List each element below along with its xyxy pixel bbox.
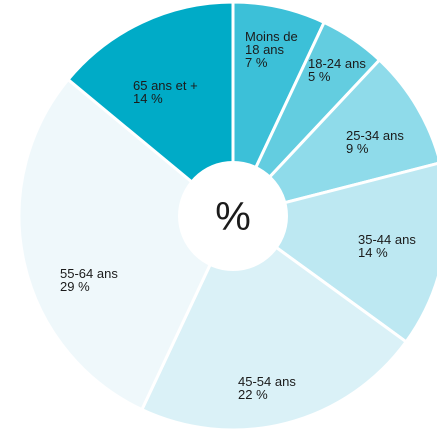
slice-label: 25-34 ans 9 % <box>346 128 404 156</box>
slice-label: 45-54 ans 22 % <box>238 374 296 402</box>
pie-slices <box>17 0 437 432</box>
slice-label: 65 ans et +14 % <box>133 78 198 106</box>
slice-label: 35-44 ans 14 % <box>358 232 416 260</box>
slice-label: 18-24 ans 5 % <box>308 56 366 84</box>
donut-hole <box>178 161 288 271</box>
slice-label: Moins de 18 ans 7 % <box>245 29 298 70</box>
center-label: % <box>215 195 251 239</box>
pie-labels: Moins de 18 ans 7 % 18-24 ans 5 % 25-34 ans 9 … <box>60 29 416 402</box>
slice-label: 55-64 ans 29 % <box>60 266 118 294</box>
pie-slice <box>17 77 235 412</box>
pie-slice <box>228 57 437 219</box>
pie-slice <box>65 0 235 220</box>
